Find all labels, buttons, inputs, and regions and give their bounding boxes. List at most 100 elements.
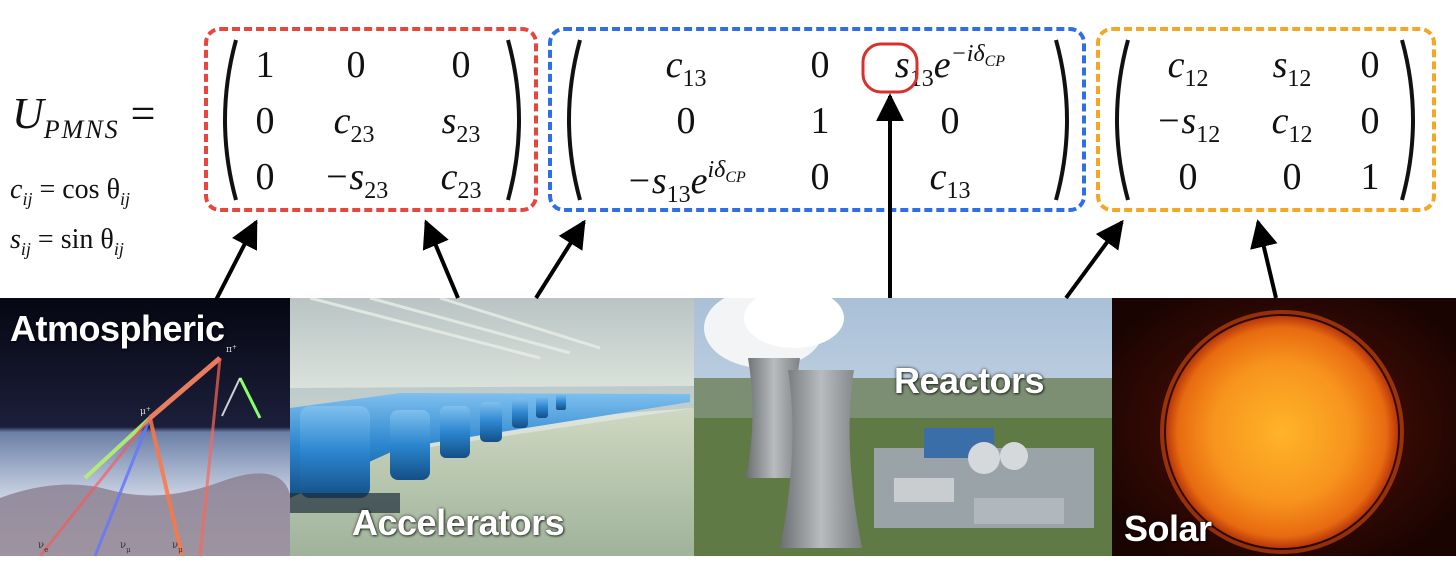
m2-r2c0: −s13eiδCP bbox=[626, 158, 746, 207]
arrow-reactor-2 bbox=[1064, 219, 1124, 300]
m2-r2c2: c13 bbox=[930, 158, 971, 203]
m1-r1c2-base: s bbox=[441, 100, 457, 142]
solar-label: Solar bbox=[1124, 508, 1212, 549]
arrow-atmo-1 bbox=[214, 219, 258, 301]
arrow-accel-2 bbox=[534, 219, 586, 300]
m2-r2c0-sub: 13 bbox=[666, 182, 691, 208]
m2-r1c1: 1 bbox=[810, 100, 830, 142]
m1-r0c2: 0 bbox=[451, 44, 471, 86]
cos-definition: cij = cos θij bbox=[10, 174, 130, 209]
atmo-label-mu: μ+ bbox=[140, 406, 151, 418]
m2-r0c0: c13 bbox=[666, 46, 707, 91]
sin-definition: sij = sin θij bbox=[10, 224, 124, 259]
m2-r0c2: s13e−iδCP bbox=[895, 42, 1005, 91]
m2-r0c2-sub: 13 bbox=[909, 66, 934, 92]
m3-r0c1-sub: 12 bbox=[1287, 66, 1312, 92]
atmo-label-numu: νμ bbox=[120, 540, 131, 554]
atmospheric-label: Atmospheric bbox=[10, 308, 225, 349]
m2-r2c0-exp: iδ bbox=[707, 157, 726, 183]
atmo-label-nue: νe bbox=[38, 540, 48, 554]
paren-left-1 bbox=[223, 39, 238, 201]
accelerators-label: Accelerators bbox=[352, 502, 565, 543]
cos-def-lhs: c bbox=[10, 174, 23, 205]
reactors-label: Reactors bbox=[894, 360, 1045, 401]
m1-r1c1-base: c bbox=[333, 100, 351, 142]
pmns-symbol: UPMNS = bbox=[12, 92, 156, 143]
m2-r0c0-base: c bbox=[665, 44, 683, 86]
paren-left-2 bbox=[567, 39, 582, 201]
m2-r2c0-s: −s bbox=[626, 160, 667, 202]
m2-r1c0: 0 bbox=[676, 100, 696, 142]
m2-r0c2-cp: CP bbox=[984, 53, 1006, 70]
paren-right-1 bbox=[506, 39, 521, 201]
s13-highlight-circle bbox=[861, 42, 919, 94]
m2-r1c2: 0 bbox=[940, 100, 960, 142]
m1-r2c1-base: −s bbox=[323, 156, 365, 198]
paren-left-3 bbox=[1115, 39, 1130, 201]
sin-def-sub: ij bbox=[20, 239, 31, 259]
atmospheric-image: μ+ π+ νe νμ νμ Atmospheric bbox=[0, 298, 290, 556]
cos-def-rhs: = cos θ bbox=[39, 174, 120, 205]
paren-right-3 bbox=[1400, 39, 1415, 201]
m3-r1c0-base: −s bbox=[1155, 100, 1197, 142]
m1-r1c2: s23 bbox=[442, 102, 481, 147]
m1-r1c1-sub: 23 bbox=[350, 122, 375, 148]
accelerators-image: Accelerators bbox=[290, 298, 694, 556]
m1-r2c0: 0 bbox=[255, 156, 275, 198]
lhs-subscript: PMNS bbox=[43, 115, 120, 144]
m3-r1c2: 0 bbox=[1360, 100, 1380, 142]
m1-r2c2-sub: 23 bbox=[457, 178, 482, 204]
m1-r2c1-sub: 23 bbox=[364, 178, 389, 204]
m2-r2c0-e: e bbox=[690, 160, 708, 202]
atmo-label-pi: π+ bbox=[226, 344, 237, 356]
cos-def-sub: ij bbox=[22, 189, 33, 209]
m2-r2c1: 0 bbox=[810, 156, 830, 198]
m1-r2c2-base: c bbox=[440, 156, 458, 198]
m1-r1c0: 0 bbox=[255, 100, 275, 142]
equals-sign: = bbox=[130, 89, 156, 138]
m3-r1c0-sub: 12 bbox=[1196, 122, 1221, 148]
m2-r0c2-s: s bbox=[894, 44, 910, 86]
m2-r2c2-sub: 13 bbox=[946, 178, 971, 204]
paren-right-2 bbox=[1054, 39, 1069, 201]
m2-r2c0-cp: CP bbox=[725, 169, 746, 186]
m2-r2c2-base: c bbox=[929, 156, 947, 198]
atmo-label-numu2: νμ bbox=[172, 540, 183, 554]
m1-r1c2-sub: 23 bbox=[456, 122, 481, 148]
sin-def-rhs-sub: ij bbox=[113, 239, 124, 259]
arrow-accel-1 bbox=[422, 219, 460, 299]
m3-r0c1: s12 bbox=[1273, 46, 1312, 91]
m2-r0c1: 0 bbox=[810, 44, 830, 86]
arrow-solar-1 bbox=[1250, 219, 1278, 299]
m3-r0c1-base: s bbox=[1272, 44, 1288, 86]
m3-r0c0-sub: 12 bbox=[1184, 66, 1209, 92]
m3-r2c0: 0 bbox=[1178, 156, 1198, 198]
solar-matrix-box bbox=[1096, 27, 1436, 212]
sin-def-rhs: = sin θ bbox=[37, 224, 114, 255]
m3-r1c1-sub: 12 bbox=[1288, 122, 1313, 148]
solar-image: Solar bbox=[1112, 298, 1456, 556]
sin-def-lhs: s bbox=[10, 224, 21, 255]
m3-r1c1-base: c bbox=[1271, 100, 1289, 142]
m3-r0c2: 0 bbox=[1360, 44, 1380, 86]
m3-r1c1: c12 bbox=[1272, 102, 1313, 147]
m1-r0c1: 0 bbox=[346, 44, 366, 86]
m1-r2c2: c23 bbox=[441, 158, 482, 203]
m2-r0c2-e: e bbox=[933, 44, 951, 86]
m2-r0c0-sub: 13 bbox=[682, 66, 707, 92]
m1-r1c1: c23 bbox=[334, 102, 375, 147]
atmospheric-matrix-box bbox=[204, 27, 538, 212]
m3-r1c0: −s12 bbox=[1156, 102, 1220, 147]
m1-r2c1: −s23 bbox=[324, 158, 388, 203]
m3-r0c0: c12 bbox=[1168, 46, 1209, 91]
lhs-symbol: U bbox=[12, 89, 44, 138]
m3-r2c1: 0 bbox=[1282, 156, 1302, 198]
m2-r0c2-exp: −iδ bbox=[950, 41, 985, 67]
m3-r2c2: 1 bbox=[1360, 156, 1380, 198]
m3-r0c0-base: c bbox=[1167, 44, 1185, 86]
cos-def-rhs-sub: ij bbox=[119, 189, 130, 209]
reactor-matrix-box bbox=[548, 27, 1086, 212]
reactors-image: Reactors bbox=[694, 298, 1112, 556]
m1-r0c0: 1 bbox=[255, 44, 275, 86]
